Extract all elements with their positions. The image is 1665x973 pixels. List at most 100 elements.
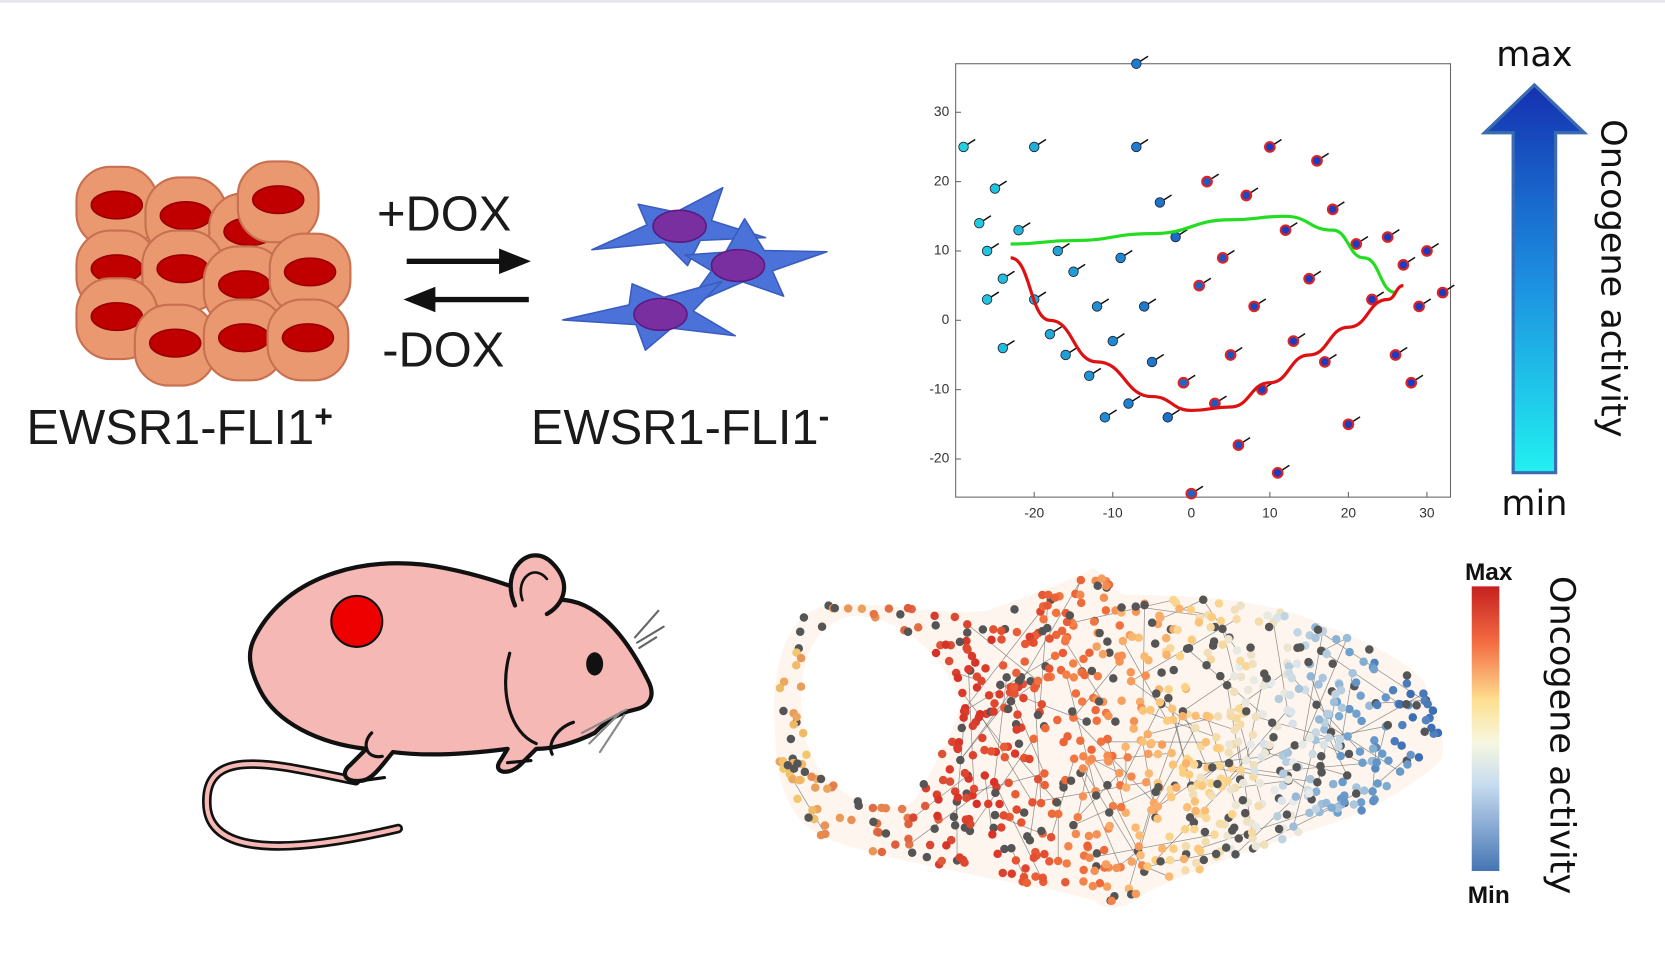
- nucleus: [90, 301, 144, 332]
- node: [1232, 614, 1241, 624]
- point: [1115, 252, 1126, 264]
- node: [1212, 733, 1221, 742]
- edge: [1237, 741, 1253, 833]
- node: [808, 806, 817, 815]
- node: [1140, 600, 1149, 610]
- node: [962, 636, 971, 646]
- node: [1127, 857, 1136, 866]
- node: [874, 828, 883, 837]
- node: [1180, 825, 1190, 834]
- node: [1352, 709, 1361, 718]
- y-tick-label: -20: [929, 451, 949, 466]
- node: [1342, 771, 1352, 780]
- node: [1000, 753, 1010, 762]
- node: [1164, 685, 1173, 694]
- node: [1011, 856, 1021, 865]
- node: [1357, 806, 1366, 815]
- node: [1273, 812, 1282, 821]
- nucleus: [148, 328, 202, 358]
- node: [1062, 670, 1071, 680]
- node: [1369, 665, 1379, 674]
- node: [1191, 723, 1200, 733]
- node: [1369, 796, 1378, 806]
- point: [1271, 467, 1284, 479]
- node: [1202, 711, 1211, 721]
- node: [1260, 748, 1270, 758]
- node: [903, 603, 913, 613]
- node: [1147, 618, 1157, 628]
- node: [1103, 637, 1112, 646]
- node: [984, 799, 993, 809]
- node: [1099, 845, 1109, 855]
- node: [1131, 823, 1140, 832]
- node: [1308, 749, 1317, 759]
- node: [1061, 634, 1071, 644]
- node: [1012, 725, 1021, 734]
- node: [1202, 660, 1211, 670]
- node: [1191, 806, 1200, 816]
- node: [1141, 777, 1151, 787]
- node: [1305, 808, 1314, 818]
- node: [909, 813, 918, 822]
- node: [1047, 809, 1057, 818]
- node: [1423, 699, 1432, 709]
- node: [1284, 662, 1294, 671]
- node: [941, 640, 951, 649]
- node: [1282, 810, 1292, 819]
- node: [1045, 634, 1054, 643]
- node: [1236, 656, 1245, 666]
- scatter-plot: -20 -10 0 10 20 30 -20 -10 0 10 20 30: [929, 55, 1455, 521]
- node: [1044, 590, 1053, 600]
- node: [1105, 821, 1114, 831]
- node: [1247, 828, 1257, 837]
- node: [796, 653, 806, 663]
- node: [1006, 697, 1016, 706]
- edge: [1034, 688, 1042, 804]
- point: [958, 141, 969, 153]
- node: [987, 635, 996, 645]
- node: [1064, 841, 1073, 851]
- point: [1366, 293, 1378, 306]
- node: [1153, 814, 1162, 824]
- node: [968, 751, 978, 760]
- node: [891, 840, 900, 849]
- node: [997, 635, 1006, 644]
- node: [1318, 673, 1327, 683]
- point: [1413, 300, 1425, 313]
- node: [1037, 700, 1047, 709]
- node: [1089, 617, 1099, 626]
- edge: [1235, 796, 1297, 855]
- node: [1181, 842, 1191, 851]
- node: [1291, 792, 1301, 801]
- node: [1134, 842, 1144, 851]
- node: [963, 620, 972, 629]
- node: [1058, 648, 1068, 658]
- node: [1078, 697, 1087, 706]
- node: [869, 817, 878, 827]
- node: [960, 768, 970, 778]
- node: [783, 761, 793, 770]
- node: [972, 683, 982, 692]
- edge: [1186, 648, 1263, 715]
- node: [1019, 808, 1029, 817]
- point: [1044, 328, 1056, 340]
- node: [959, 713, 968, 722]
- node: [955, 853, 964, 862]
- point: [1405, 376, 1418, 389]
- node: [950, 821, 960, 830]
- node: [999, 742, 1009, 752]
- point: [1264, 141, 1276, 153]
- node: [1155, 698, 1165, 707]
- node: [1207, 791, 1216, 801]
- node: [1150, 639, 1160, 648]
- point: [1185, 487, 1198, 500]
- point: [981, 245, 993, 257]
- node: [1117, 603, 1126, 612]
- node: [1076, 736, 1085, 746]
- node: [999, 811, 1008, 820]
- node: [857, 604, 867, 613]
- node: [1010, 689, 1019, 698]
- node: [811, 783, 820, 792]
- node: [881, 804, 891, 813]
- node: [1229, 687, 1239, 697]
